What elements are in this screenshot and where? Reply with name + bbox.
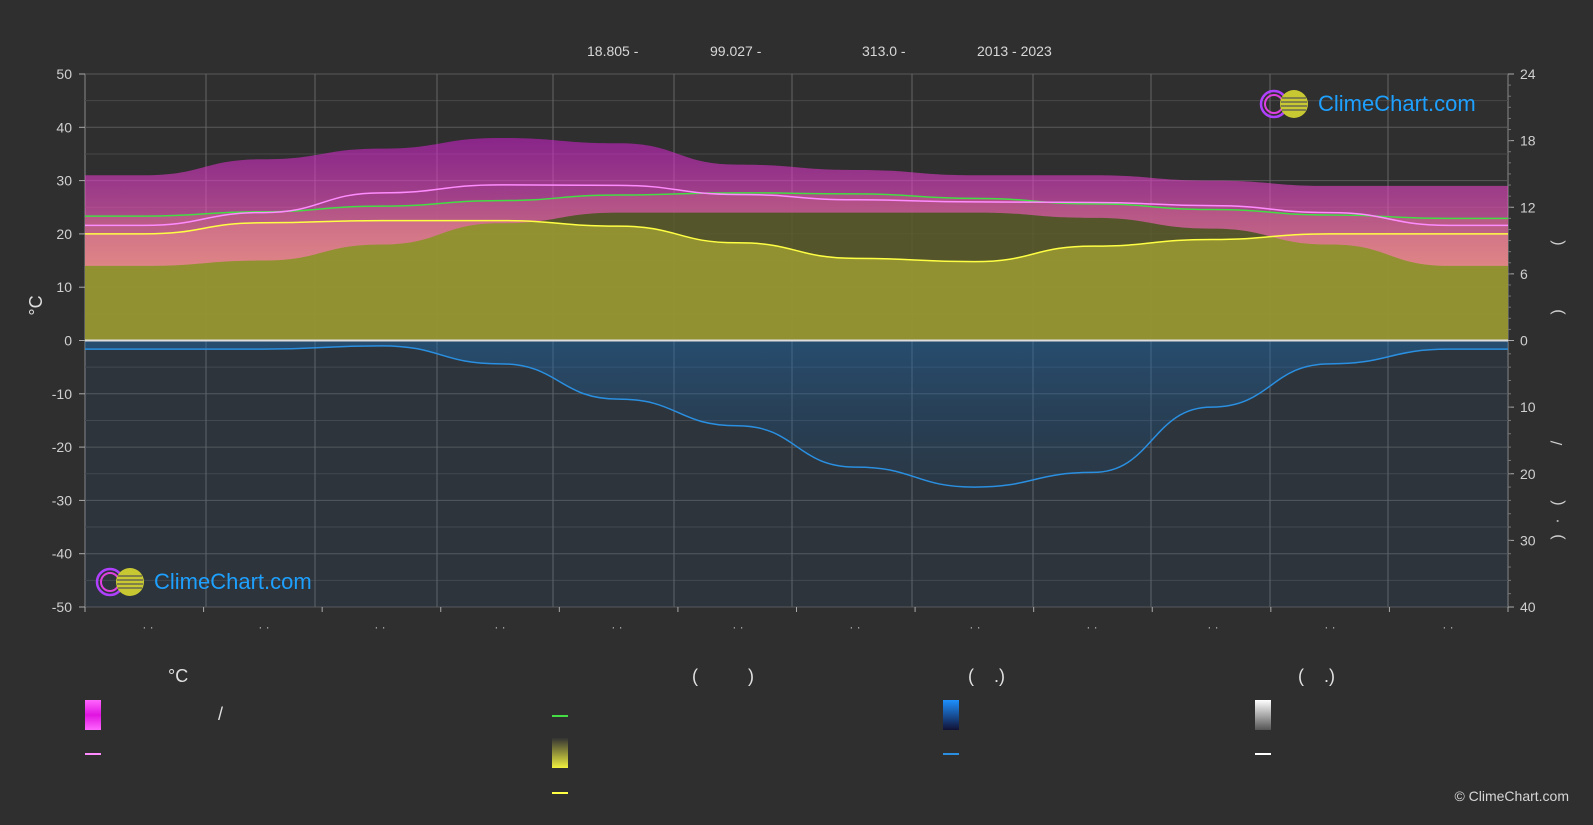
precipitation-line bbox=[85, 345, 1508, 488]
logo-text: ClimeChart.com bbox=[154, 569, 312, 594]
daylight-line bbox=[85, 192, 1508, 220]
logo-bottom[interactable]: ClimeChart.com bbox=[94, 566, 312, 598]
right-axis-label-glyph: / bbox=[1549, 440, 1566, 445]
left-tick-label: 0 bbox=[64, 333, 72, 349]
header-years: 2013 - 2023 bbox=[977, 43, 1052, 59]
right-bottom-tick-label: 40 bbox=[1520, 599, 1536, 615]
right-top-tick-label: 12 bbox=[1520, 199, 1536, 215]
x-tick-label: · · bbox=[1442, 620, 1453, 634]
logo-top[interactable]: ClimeChart.com bbox=[1258, 88, 1476, 120]
legend-swatch-temp-range bbox=[85, 700, 101, 730]
right-axis-label-glyph: ( bbox=[1549, 500, 1566, 506]
left-tick-label: -10 bbox=[52, 386, 72, 402]
copyright: © ClimeChart.com bbox=[1454, 788, 1569, 804]
legend-head-sun: ( ) bbox=[692, 666, 754, 686]
legend-head-temp: °C bbox=[168, 666, 189, 686]
legend-swatch-sunshine bbox=[552, 738, 568, 768]
legend-head-snow: ( .) bbox=[1298, 666, 1335, 686]
precipitation-area bbox=[85, 340, 1508, 488]
left-tick-label: -40 bbox=[52, 546, 72, 562]
x-tick-label: · · bbox=[732, 620, 743, 634]
axes: 50 40 30 20 10 0 -10 -20 -30 -40 -50 °C 24 18 12 6 0 10 20… bbox=[26, 66, 1566, 634]
data-areas bbox=[85, 137, 1508, 607]
legend-swatches bbox=[85, 700, 1271, 794]
data-lines bbox=[84, 184, 1508, 488]
right-bottom-tick-label: 30 bbox=[1520, 532, 1536, 548]
left-tick-label: 40 bbox=[56, 119, 72, 135]
left-tick-label: 30 bbox=[56, 173, 72, 189]
header-elev: 313.0 - bbox=[862, 43, 906, 59]
legend-swatch-snow bbox=[1255, 700, 1271, 730]
x-tick-label: · · bbox=[374, 620, 385, 634]
x-tick-label: · · bbox=[258, 620, 269, 634]
logo-icon bbox=[95, 567, 144, 597]
right-bottom-tick-label: 20 bbox=[1520, 466, 1536, 482]
left-tick-label: 20 bbox=[56, 226, 72, 242]
right-top-tick-label: 6 bbox=[1520, 266, 1528, 282]
right-top-tick-label: 18 bbox=[1520, 133, 1536, 149]
left-axis-label: °C bbox=[26, 295, 46, 315]
legend-swatch-rain bbox=[943, 700, 959, 730]
x-tick-label: · · bbox=[1086, 620, 1097, 634]
right-axis-label-glyph: ( bbox=[1549, 240, 1566, 246]
x-tick-label: · · bbox=[1324, 620, 1335, 634]
right-top-tick-label: 0 bbox=[1520, 333, 1528, 349]
right-axis-label-glyph: · bbox=[1549, 518, 1566, 523]
logo-icon bbox=[1259, 89, 1308, 119]
right-top-tick-label: 24 bbox=[1520, 66, 1536, 82]
left-tick-label: -50 bbox=[52, 599, 72, 615]
left-tick-label: 10 bbox=[56, 279, 72, 295]
x-tick-label: · · bbox=[1207, 620, 1218, 634]
left-tick-label: 50 bbox=[56, 66, 72, 82]
legend-head-rain: ( .) bbox=[968, 666, 1005, 686]
legend-slash: / bbox=[218, 704, 224, 724]
x-tick-label: · · bbox=[849, 620, 860, 634]
sunshine-line bbox=[84, 219, 1508, 263]
logo-text: ClimeChart.com bbox=[1318, 91, 1476, 116]
header-lon: 99.027 - bbox=[710, 43, 762, 59]
x-tick-label: · · bbox=[969, 620, 980, 634]
sunshine-area bbox=[85, 220, 1508, 341]
avg-temp-line bbox=[84, 184, 1508, 227]
right-axis-label-glyph: ) bbox=[1549, 309, 1566, 314]
x-tick-label: · · bbox=[142, 620, 153, 634]
x-tick-label: · · bbox=[494, 620, 505, 634]
temperature-range-band bbox=[85, 137, 1508, 266]
left-tick-label: -20 bbox=[52, 439, 72, 455]
left-tick-label: -30 bbox=[52, 492, 72, 508]
right-axis-label-glyph: ) bbox=[1549, 534, 1566, 539]
x-tick-label: · · bbox=[611, 620, 622, 634]
header-lat: 18.805 - bbox=[587, 43, 639, 59]
right-bottom-tick-label: 10 bbox=[1520, 399, 1536, 415]
